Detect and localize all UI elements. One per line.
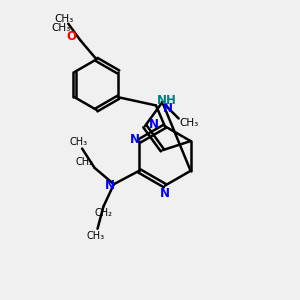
Text: CH₃: CH₃ bbox=[179, 118, 199, 128]
Text: O: O bbox=[67, 30, 77, 43]
Text: CH₂: CH₂ bbox=[94, 208, 112, 218]
Text: CH₃: CH₃ bbox=[54, 14, 74, 24]
Text: CH₃: CH₃ bbox=[87, 231, 105, 241]
Text: CH₃: CH₃ bbox=[51, 22, 70, 32]
Text: N: N bbox=[130, 133, 140, 146]
Text: CH₃: CH₃ bbox=[69, 137, 87, 147]
Text: NH: NH bbox=[156, 94, 176, 106]
Text: N: N bbox=[160, 187, 170, 200]
Text: N: N bbox=[149, 118, 159, 131]
Text: N: N bbox=[163, 102, 173, 115]
Text: N: N bbox=[104, 179, 114, 192]
Text: CH₂: CH₂ bbox=[75, 157, 93, 167]
